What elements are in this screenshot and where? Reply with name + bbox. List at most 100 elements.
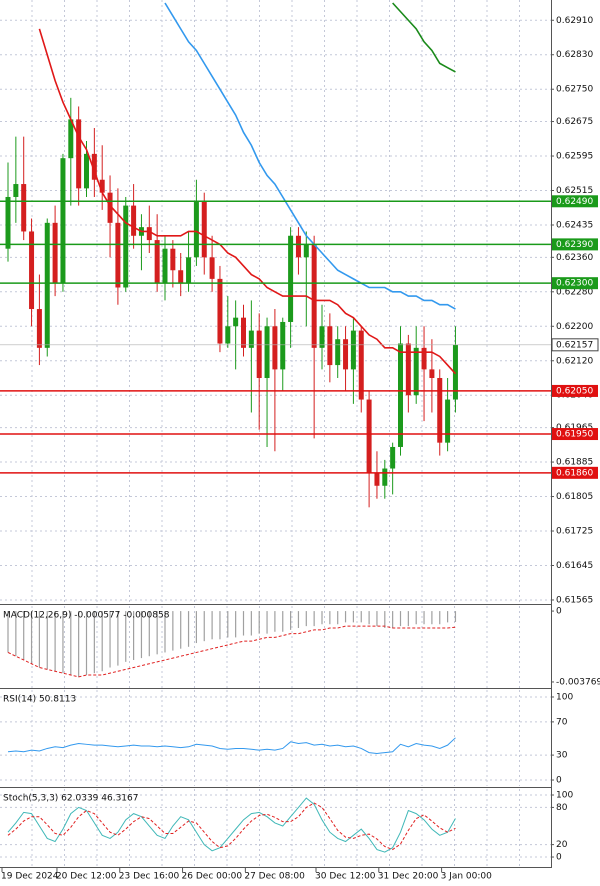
candle-body (319, 326, 325, 348)
x-tick-label: 20 Dec 12:00 (56, 872, 117, 882)
candle-body (390, 446, 396, 469)
level-label: 0.62390 (556, 240, 593, 250)
candle-body (264, 326, 270, 379)
candle-body (131, 205, 137, 236)
y-tick-label: 0.61725 (556, 527, 593, 537)
x-tick-label: 23 Dec 16:00 (119, 872, 180, 882)
x-tick-label: 30 Dec 12:00 (315, 872, 376, 882)
plot-layer (0, 2, 551, 853)
last-price-label: 0.62157 (556, 340, 593, 350)
candle-body (36, 309, 42, 348)
candle-body (327, 326, 333, 366)
level-label: 0.62300 (556, 279, 593, 289)
candle-body (429, 369, 435, 379)
candle-body (186, 257, 192, 284)
candle-body (382, 468, 388, 486)
candle-body (374, 472, 380, 486)
y-tick-label: 0.61565 (556, 595, 593, 605)
y-tick-label: -0.003769 (556, 677, 600, 687)
y-tick-label: 70 (556, 717, 568, 727)
candle-body (193, 201, 199, 258)
candle-body (437, 378, 443, 443)
candle-body (99, 179, 105, 193)
candle-body (343, 339, 349, 370)
candle-body (288, 235, 294, 322)
candle-body (84, 153, 89, 189)
y-tick-label: 0.62830 (556, 50, 593, 60)
candle-body (13, 184, 19, 197)
candle-body (413, 347, 419, 396)
level-label-box (552, 384, 598, 397)
candle-body (217, 278, 223, 344)
level-label-box (552, 428, 598, 441)
candle-body (76, 119, 82, 189)
candle-body (303, 244, 309, 258)
candle-body (311, 244, 317, 348)
level-label-box (552, 466, 598, 479)
candle-body (146, 227, 152, 241)
candle-body (91, 153, 97, 180)
y-tick-label: 0.61885 (556, 458, 593, 468)
candle-body (44, 222, 50, 348)
candle-body (358, 330, 364, 400)
candle-body (421, 347, 427, 370)
indicator-line (392, 2, 456, 73)
indicator-line (7, 737, 456, 754)
y-tick-label: 0.61805 (556, 492, 593, 502)
y-tick-label: 0 (556, 853, 562, 863)
indicator (7, 737, 456, 754)
candle-body (452, 344, 458, 400)
level-label-box (552, 277, 598, 290)
y-tick-label: 0.62200 (556, 322, 593, 332)
candle-body (21, 184, 27, 232)
y-tick-label: 80 (556, 803, 568, 813)
y-tick-label: 0.62120 (556, 356, 593, 366)
level-label-box (552, 238, 598, 251)
candle-body (60, 158, 66, 284)
y-tick-label: 20 (556, 840, 568, 850)
candle-body (350, 330, 356, 370)
indicator-line (38, 28, 457, 375)
level-label: 0.62050 (556, 386, 593, 396)
candle-body (170, 248, 176, 271)
x-tick-label: 31 Dec 20:00 (378, 872, 439, 882)
level-label: 0.61860 (556, 468, 593, 478)
candle-body (178, 270, 184, 284)
candle-body (123, 205, 129, 288)
indicator-title: Stoch(5,3,3) 62.0339 46.3167 (3, 794, 138, 804)
indicator (7, 611, 457, 678)
candle-body (115, 222, 121, 288)
y-tick-label: 0.62595 (556, 152, 593, 162)
candle-body (405, 343, 411, 396)
candle-body (335, 339, 341, 366)
x-tick-label: 26 Dec 00:00 (182, 872, 243, 882)
y-tick-label: 100 (556, 791, 573, 801)
x-tick-label: 19 Dec 2024 (1, 872, 59, 882)
indicator-line (7, 625, 456, 678)
y-tick-label: 0.62280 (556, 287, 593, 297)
indicator-line (7, 802, 456, 851)
y-tick-label: 0.62360 (556, 253, 593, 263)
candle-body (154, 240, 160, 284)
level-label: 0.61950 (556, 430, 593, 440)
y-tick-label: 0 (556, 607, 562, 617)
y-tick-label: 0.61645 (556, 561, 593, 571)
candle-body (398, 343, 403, 447)
y-tick-label: 100 (556, 692, 573, 702)
level-label-box (552, 195, 598, 208)
candle-body (280, 321, 286, 370)
y-tick-label: 30 (556, 751, 568, 761)
indicator (7, 797, 456, 853)
indicator-title: RSI(14) 50.8113 (3, 695, 76, 705)
candle-body (295, 235, 301, 258)
label-layer: 0.62910 0.62830 0.62750 0.62675 0.62595 0.625… (1, 16, 600, 882)
candle-body (366, 399, 372, 473)
candle-body (52, 222, 58, 284)
y-tick-label: 0.62910 (556, 16, 593, 26)
x-tick-label: 27 Dec 08:00 (244, 872, 305, 882)
y-tick-label: 0.62750 (556, 85, 593, 95)
candle-body (68, 119, 74, 159)
